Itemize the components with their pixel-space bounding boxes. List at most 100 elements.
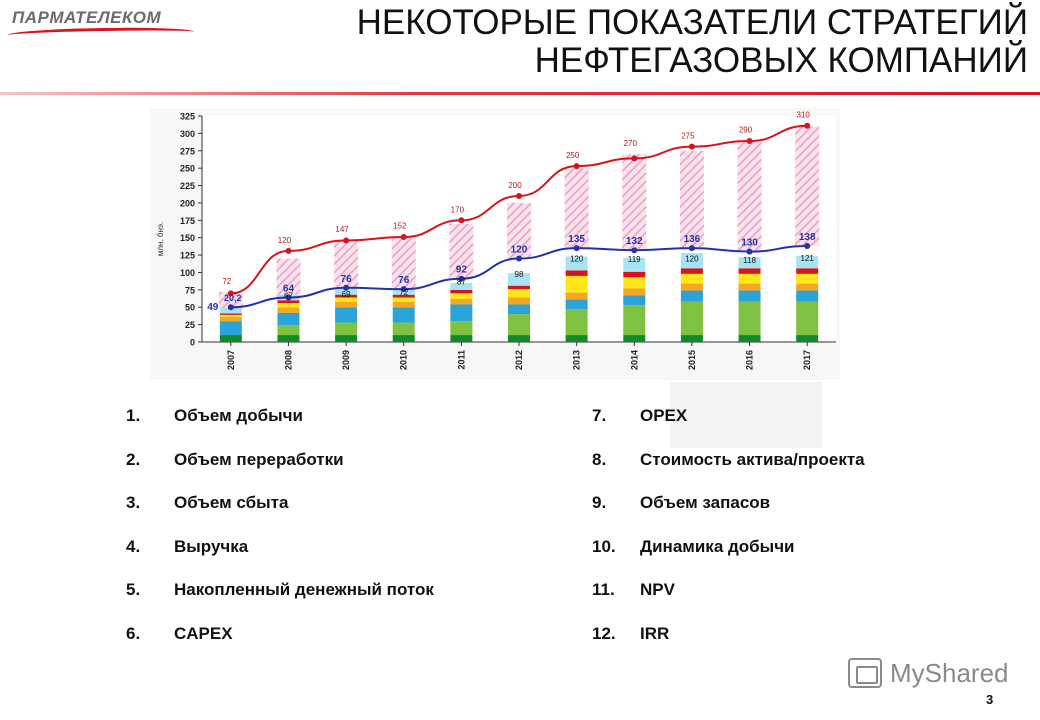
total-data-label: 270: [624, 139, 638, 148]
list-item-number: 6.: [126, 623, 141, 643]
mid-data-label: 67: [284, 291, 293, 300]
bar-segment-red-seg: [680, 268, 703, 274]
bar-segment-dark-green: [738, 335, 761, 342]
y-axis-label: млн. бнэ.: [156, 222, 165, 256]
bar-segment-green: [450, 321, 473, 336]
total-data-label: 275: [681, 132, 695, 141]
bar-segment-yellow: [738, 273, 761, 284]
list-item-label: Динамика добычи: [640, 536, 795, 556]
blue-series-point: [516, 255, 522, 262]
x-tick-label: 2007: [226, 350, 236, 370]
bar-segment-cyan: [738, 290, 761, 302]
y-tick-label: 325: [180, 112, 195, 122]
red-series-point: [631, 155, 638, 162]
chart-shadow-panel: [670, 382, 822, 448]
bar-segment-cyan: [219, 321, 242, 336]
list-item-number: 10.: [592, 536, 616, 556]
x-tick-label: 2013: [572, 350, 582, 370]
red-series-point: [458, 217, 465, 224]
blue-data-label: 130: [741, 238, 758, 249]
logo-swoosh-icon: [7, 26, 195, 41]
blue-series-point: [458, 275, 465, 282]
bar-segment-green: [623, 305, 646, 336]
bar-segment-red-seg: [450, 289, 473, 294]
bar-segment-red-seg: [623, 271, 646, 278]
total-data-label: 147: [335, 225, 349, 234]
blue-series-point: [631, 247, 638, 254]
list-item-label: Объем добычи: [174, 406, 303, 425]
bar-segment-dark-green: [277, 335, 300, 342]
mid-data-label: 121: [801, 254, 815, 263]
list-item-number: 7.: [592, 406, 607, 425]
hatch-range-bar: [564, 168, 589, 249]
bar-segment-red-seg: [508, 285, 530, 290]
bar-segment-orange: [796, 283, 819, 291]
bar-segment-yellow: [565, 275, 588, 293]
bar-segment-light-cyan: [450, 282, 473, 290]
mid-data-label: 87: [457, 278, 466, 287]
red-series-point: [227, 290, 234, 297]
chart-svg: 0 25 50 75 100 125 150 175 200 225 250 275 300 325 млн…: [150, 108, 840, 380]
bar-segment-orange: [565, 292, 588, 300]
total-data-label: 290: [739, 125, 753, 134]
mid-data-label: 119: [628, 255, 641, 264]
blue-data-label: 120: [511, 245, 528, 256]
mid-data-label: 120: [570, 255, 584, 264]
hatch-range-bar: [334, 239, 359, 290]
hatch-range-bar: [679, 150, 704, 248]
list-item-label: IRR: [640, 623, 670, 643]
red-series-point: [573, 163, 580, 170]
list-item-number: 11.: [592, 580, 615, 600]
total-data-label: 200: [508, 181, 522, 190]
blue-data-label: 132: [626, 236, 643, 247]
bar-segment-green: [335, 322, 358, 336]
y-tick-label: 275: [180, 146, 195, 156]
mid-data-label: 118: [743, 256, 756, 265]
red-series-point: [804, 122, 811, 129]
total-data-label: 120: [278, 236, 292, 245]
bar-segment-cyan: [277, 312, 300, 326]
bar-segment-orange: [680, 283, 703, 291]
total-data-label: 250: [566, 151, 580, 160]
bar-segment-red-seg: [277, 300, 300, 304]
bar-segment-red-seg: [738, 268, 761, 274]
page-title: НЕКОТОРЫЕ ПОКАЗАТЕЛИ СТРАТЕГИЙ НЕФТЕГАЗО…: [357, 4, 1028, 80]
list-item-label: Объем сбыта: [174, 493, 289, 513]
bar-segment-light-cyan: [508, 273, 530, 286]
bar-segment-orange: [392, 301, 415, 308]
y-tick-label: 150: [180, 233, 195, 243]
page-title-line-1: НЕКОТОРЫЕ ПОКАЗАТЕЛИ СТРАТЕГИЙ: [356, 3, 1028, 42]
hatch-range-bar: [391, 236, 416, 290]
x-tick-label: 2010: [399, 350, 409, 370]
mid-data-label: 120: [685, 255, 699, 264]
mid-data-label: 72: [399, 288, 408, 297]
title-divider: [0, 92, 1040, 95]
x-tick-label: 2008: [283, 350, 293, 370]
bar-segment-cyan: [392, 307, 415, 323]
bar-segment-red-seg: [796, 268, 819, 274]
mid-data-label: 98: [515, 270, 524, 279]
list-item-label: Выручка: [174, 536, 249, 556]
bar-segment-green: [680, 301, 703, 336]
blue-data-label: 135: [568, 234, 585, 245]
list-item-label: OPEX: [640, 406, 688, 425]
bar-segment-orange: [623, 288, 646, 296]
bar-segment-yellow: [335, 297, 358, 302]
bar-segment-red-seg: [565, 270, 588, 276]
bar-segment-dark-green: [392, 335, 415, 342]
bar-segment-light-cyan: [738, 257, 761, 269]
list-item-number: 1.: [126, 406, 141, 425]
blue-series-point: [285, 294, 292, 301]
y-tick-label: 75: [185, 285, 195, 295]
bar-segment-orange: [277, 307, 300, 313]
bar-segment-green: [392, 322, 415, 336]
strategy-chart: 0 25 50 75 100 125 150 175 200 225 250 275 300 325 млн…: [150, 108, 840, 380]
bar-segment-yellow: [277, 303, 300, 308]
bar-segment-cyan: [508, 304, 530, 315]
red-series-point: [746, 138, 753, 145]
bar-segment-dark-green: [508, 335, 530, 342]
hatch-range-bar: [276, 258, 301, 298]
mid-data-label: 69: [342, 290, 351, 299]
bar-segment-orange: [508, 297, 530, 305]
bar-segment-cyan: [565, 299, 588, 310]
